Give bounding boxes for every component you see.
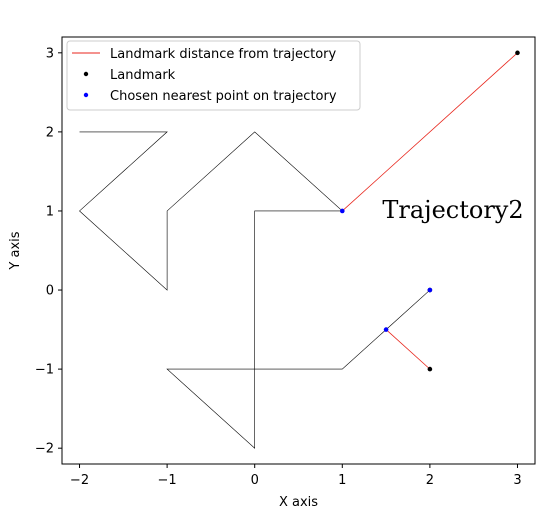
x-tick-label: 1 — [338, 473, 346, 488]
plot-marks — [79, 50, 520, 449]
landmark-point-0 — [515, 50, 520, 56]
y-tick-label: 1 — [46, 204, 54, 219]
x-tick-label: 2 — [426, 473, 434, 488]
y-tick-label: −2 — [35, 442, 54, 457]
nearest-point-0 — [339, 208, 345, 214]
nearest-point-1 — [383, 327, 389, 332]
x-tick-label: −2 — [70, 473, 89, 488]
legend-box — [66, 40, 361, 111]
distance-line-1 — [385, 329, 431, 370]
y-tick-label: 0 — [46, 284, 54, 299]
y-axis-label: Y axis — [8, 231, 23, 270]
y-tick-label: 3 — [46, 46, 54, 61]
x-axis-label: X axis — [279, 495, 318, 510]
trajectory-annotation: Trajectory2 — [382, 196, 523, 224]
nearest-point-2 — [427, 287, 433, 293]
legend-marker-landmark — [83, 71, 89, 77]
legend-label-landmark: Landmark — [110, 68, 176, 83]
plot-frame — [61, 36, 536, 465]
axis-ticks: −2 −1 0 1 2 3 −2 −1 0 1 2 3 — [35, 46, 522, 488]
legend-label-nearest: Chosen nearest point on trajectory — [110, 89, 337, 104]
x-tick-label: 0 — [251, 473, 259, 488]
legend-label-distance: Landmark distance from trajectory — [110, 47, 336, 62]
trajectory-line — [79, 131, 431, 449]
x-tick-label: 3 — [513, 473, 521, 488]
legend-marker-nearest — [83, 92, 89, 98]
y-tick-label: 2 — [46, 125, 54, 140]
distance-line-0 — [342, 52, 518, 212]
legend: Landmark distance from trajectory Landma… — [66, 40, 361, 111]
y-tick-label: −1 — [35, 363, 54, 378]
x-tick-label: −1 — [158, 473, 177, 488]
landmark-point-1 — [427, 366, 433, 372]
